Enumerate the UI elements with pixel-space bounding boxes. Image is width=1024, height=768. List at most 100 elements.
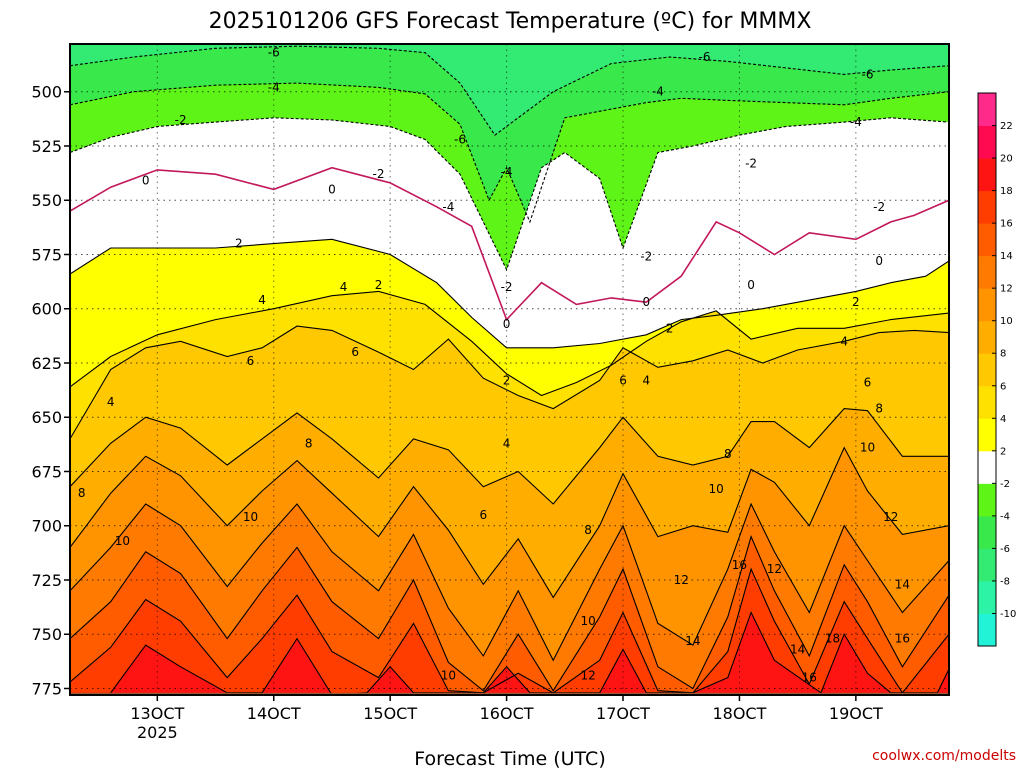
credit-link[interactable]: coolwx.com/modelts <box>872 748 1016 764</box>
x-tick-label: 16OCT <box>480 704 534 723</box>
contour-label: 10 <box>709 482 724 496</box>
colorbar-swatch <box>978 288 996 322</box>
contour-label: -6 <box>699 50 711 64</box>
contour-line-10 <box>70 446 949 599</box>
contour-label: -4 <box>501 165 513 179</box>
contour-label: 10 <box>860 441 875 455</box>
contour-label: 8 <box>305 436 313 450</box>
x-tick-sublabel: 2025 <box>137 723 178 742</box>
contour-label: 8 <box>584 523 592 537</box>
contour-label: 12 <box>580 668 595 682</box>
y-tick-label: 750 <box>31 625 62 644</box>
colorbar-swatch <box>978 613 996 647</box>
contour-label: 10 <box>580 614 595 628</box>
x-axis-label: Forecast Time (UTC) <box>414 748 605 768</box>
ground-surface <box>70 692 949 695</box>
contour-line-4 <box>70 290 949 397</box>
colorbar-swatch <box>978 190 996 224</box>
colorbar-swatch <box>978 385 996 419</box>
contour-line-minus6 <box>70 45 949 136</box>
contour-label: -4 <box>268 80 280 94</box>
contour-label: 4 <box>107 395 115 409</box>
contour-label: 6 <box>247 354 255 368</box>
grid-layer <box>70 44 949 695</box>
x-tick-label: 15OCT <box>363 704 417 723</box>
y-tick-label: 700 <box>31 517 62 536</box>
colorbar-swatch <box>978 515 996 549</box>
colorbar-swatch <box>978 418 996 452</box>
contour-label: 6 <box>619 373 627 387</box>
contour-line-18 <box>110 611 949 695</box>
chart-title: 2025101206 GFS Forecast Temperature (ºC)… <box>209 9 812 34</box>
y-tick-label: 500 <box>31 83 62 102</box>
contour-label: -2 <box>175 113 187 127</box>
contour-label: 4 <box>503 436 511 450</box>
contour-line-8 <box>70 408 949 505</box>
y-tick-label: 725 <box>31 571 62 590</box>
contour-line-minus2 <box>70 117 949 272</box>
contour-label: 12 <box>767 562 782 576</box>
contour-label: 8 <box>78 486 86 500</box>
contour-label: 16 <box>732 558 747 572</box>
colorbar-tick-label: 22 <box>1000 121 1013 132</box>
colorbar-swatch <box>978 483 996 517</box>
contour-label: 2 <box>235 237 243 251</box>
colorbar-tick-label: 16 <box>1000 219 1013 230</box>
contour-label: -6 <box>862 67 874 81</box>
colorbar-tick-label: -2 <box>1000 479 1010 490</box>
contour-line-minus4 <box>70 82 949 224</box>
contour-label: 6 <box>351 345 359 359</box>
contour-line-16 <box>70 567 949 694</box>
contour-label: -6 <box>268 46 280 60</box>
contour-line-0 <box>70 166 949 322</box>
contour-label: 0 <box>875 254 883 268</box>
colorbar-tick-label: 8 <box>1000 349 1006 360</box>
contour-label: 8 <box>875 402 883 416</box>
colorbar-swatch <box>978 580 996 614</box>
colorbar-tick-label: 12 <box>1000 284 1013 295</box>
contour-label: 16 <box>802 671 817 685</box>
contour-label: 12 <box>883 510 898 524</box>
x-tick-label: 17OCT <box>596 704 650 723</box>
contour-label: 4 <box>642 373 650 387</box>
colorbar-swatch <box>978 93 996 127</box>
x-tick-label: 14OCT <box>247 704 301 723</box>
contour-label: 16 <box>895 632 910 646</box>
contour-label: -2 <box>501 280 513 294</box>
y-tick-label: 600 <box>31 300 62 319</box>
contour-label: -2 <box>873 200 885 214</box>
contour-label: -4 <box>850 115 862 129</box>
contour-label: 2 <box>666 321 674 335</box>
y-tick-label: 675 <box>31 462 62 481</box>
contour-layer <box>70 45 949 695</box>
contour-label: -2 <box>640 250 652 264</box>
contour-line-6 <box>70 325 949 440</box>
contour-label: 6 <box>864 376 872 390</box>
colorbar: -10 -8 -6 -4 -2 2 4 6 8 10 12 14 16 18 20 22 <box>977 92 1016 647</box>
colorbar-tick-label: 6 <box>1000 381 1006 392</box>
plot-frame <box>69 43 950 696</box>
colorbar-tick-label: 20 <box>1000 154 1013 165</box>
colorbar-tick-label: -8 <box>1000 576 1010 587</box>
contour-label: 2 <box>852 295 860 309</box>
colorbar-tick-label: 14 <box>1000 251 1013 262</box>
contour-label: 10 <box>441 668 456 682</box>
colorbar-swatch <box>978 320 996 354</box>
colorbar-tick-label: 18 <box>1000 186 1013 197</box>
colorbar-frame <box>977 92 997 647</box>
y-tick-label: 575 <box>31 245 62 264</box>
contour-label: 14 <box>895 577 910 591</box>
contour-label: 2 <box>375 278 383 292</box>
contour-label-layer: -6 -6 -6 -6 -4 -4 -4 -4 -4 -2 -2 -2 -2 -2 -2 0 0 0 0 0 0 2 2 2 2… <box>78 46 910 685</box>
contour-label: -4 <box>442 200 454 214</box>
y-tick-label: 525 <box>31 137 62 156</box>
contour-line-14 <box>70 534 949 692</box>
colorbar-swatch <box>978 223 996 257</box>
y-tick-label: 550 <box>31 191 62 210</box>
x-tick-label: 18OCT <box>712 704 766 723</box>
colorbar-tick-label: 4 <box>1000 414 1006 425</box>
colorbar-tick-label: 2 <box>1000 446 1006 457</box>
colorbar-tick-label: -4 <box>1000 511 1010 522</box>
colorbar-tick-label: 10 <box>1000 316 1013 327</box>
